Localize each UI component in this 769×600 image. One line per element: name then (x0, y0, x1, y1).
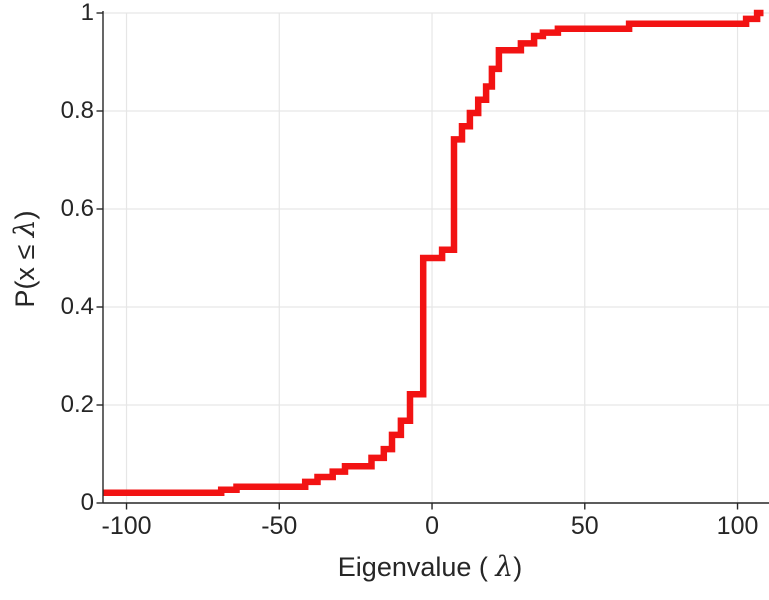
x-tick-label: 100 (716, 512, 759, 540)
x-tick-label: 50 (570, 512, 599, 540)
x-axis-label: Eigenvalue ( λ) (338, 551, 522, 583)
y-tick-label: 0 (80, 489, 94, 516)
y-tick-label: 1 (80, 0, 94, 26)
x-tick-label: -100 (101, 512, 152, 540)
x-axis-label-text: Eigenvalue ( (337, 552, 496, 582)
lambda-symbol: λ (8, 219, 41, 238)
x-tick-label: 0 (425, 512, 439, 540)
y-tick-label: 0.8 (60, 97, 94, 124)
x-tick-label: -50 (261, 512, 298, 540)
y-axis-label-text: P(x ≤ (10, 237, 40, 308)
ecdf-step-curve (103, 9, 764, 496)
lambda-symbol: λ (495, 550, 514, 583)
y-tick-label: 0.4 (60, 293, 94, 320)
y-axis-label-close: ) (10, 210, 40, 220)
x-axis-label-close: ) (513, 552, 523, 582)
y-axis-label: P(x ≤ λ) (8, 210, 41, 308)
y-tick-label: 0.2 (60, 391, 94, 418)
y-tick-label: 0.6 (60, 195, 94, 222)
